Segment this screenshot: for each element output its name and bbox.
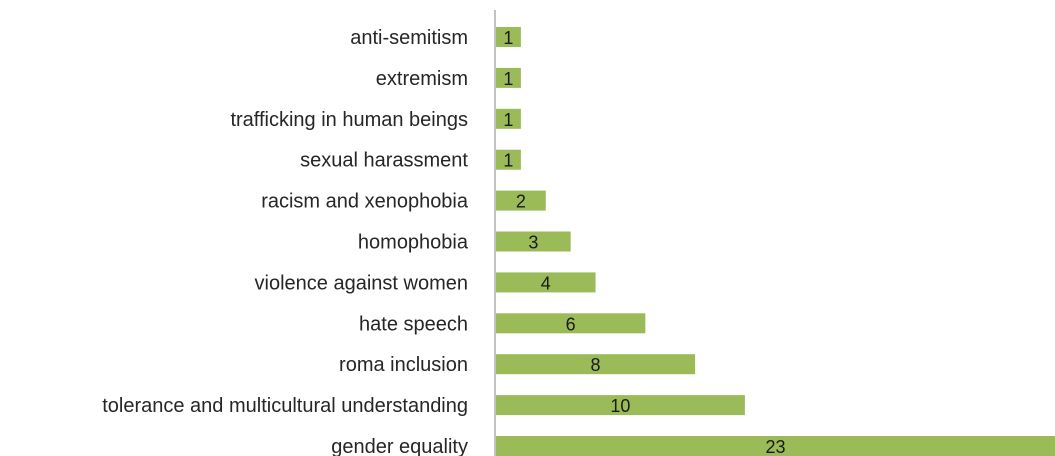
bar (496, 436, 1055, 456)
category-label: gender equality (331, 436, 468, 456)
category-label: tolerance and multicultural understandin… (102, 395, 468, 417)
data-label: 1 (503, 151, 513, 171)
bar (496, 231, 571, 252)
data-label: 3 (528, 233, 538, 253)
category-label: racism and xenophobia (261, 191, 469, 213)
data-label: 1 (503, 110, 513, 130)
category-label: hate speech (359, 313, 468, 335)
bar-group (496, 27, 1055, 456)
data-label: 6 (566, 314, 576, 334)
category-label: extremism (376, 68, 468, 90)
category-label: violence against women (255, 272, 468, 294)
data-label: 4 (541, 273, 551, 293)
bar (496, 108, 521, 129)
category-label: trafficking in human beings (230, 109, 468, 131)
bar (496, 27, 521, 47)
bar (496, 354, 696, 375)
bar (496, 313, 646, 334)
bar (496, 149, 521, 170)
data-label: 23 (765, 437, 785, 456)
category-label: homophobia (358, 232, 469, 254)
data-label: 10 (610, 396, 630, 416)
category-label: sexual harassment (300, 150, 468, 172)
category-label: roma inclusion (339, 354, 468, 376)
bar (496, 190, 546, 211)
bar (496, 272, 596, 293)
category-label: anti-semitism (350, 27, 468, 49)
data-label: 1 (503, 28, 513, 48)
bar (496, 395, 745, 416)
data-label: 1 (503, 69, 513, 89)
bar (496, 67, 521, 88)
data-label: 2 (516, 192, 526, 212)
category-labels: anti-semitism extremism trafficking in hum… (102, 27, 469, 456)
data-label: 8 (591, 355, 601, 375)
